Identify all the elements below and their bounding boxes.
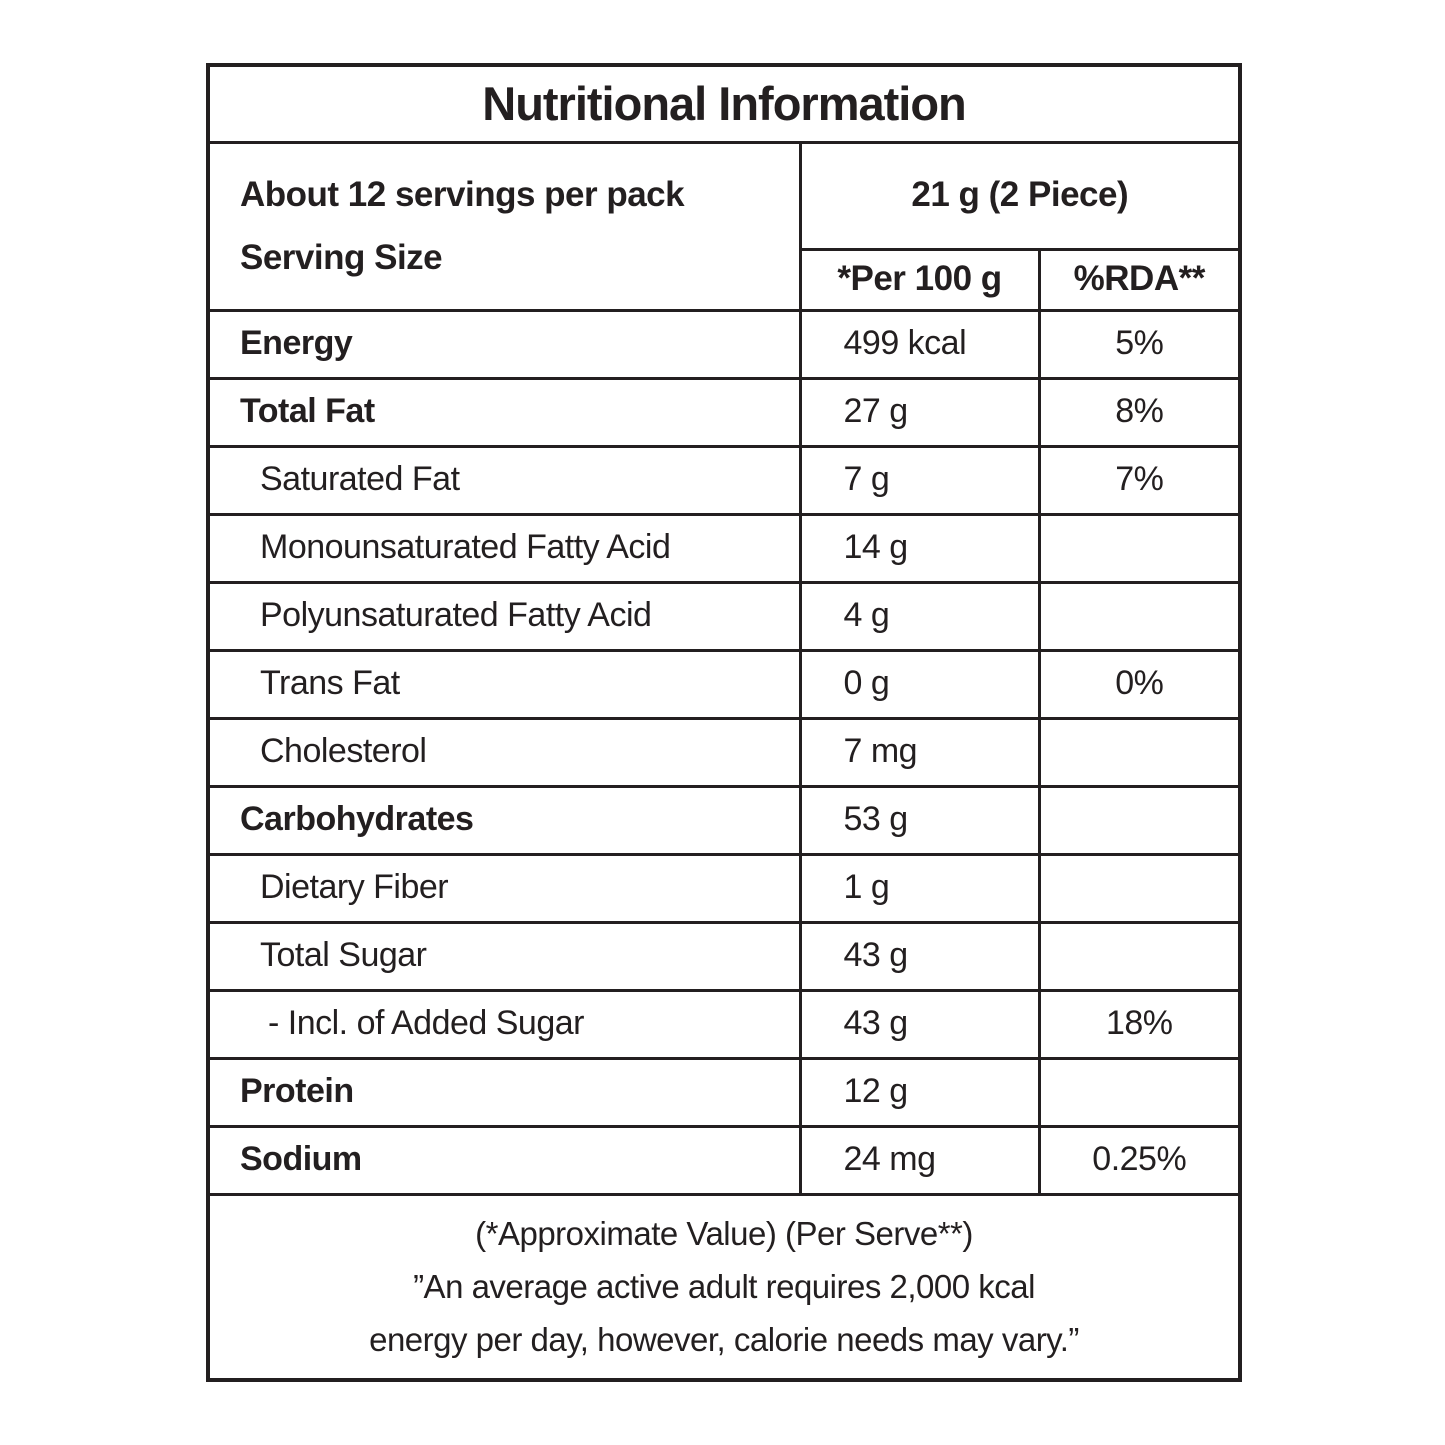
row-value: 499 kcal [798,308,1041,380]
row-label: Protein [206,1056,802,1128]
row-label: - Incl. of Added Sugar [206,988,802,1060]
serving-size-value: 21 g (2 Piece) [798,140,1242,251]
row-rda [1037,512,1242,584]
footnote-cell: (*Approximate Value) (Per Serve**) ”An a… [206,1192,1242,1382]
footnote-adult-kcal: ”An average active adult requires 2,000 … [413,1268,1035,1306]
row-label: Trans Fat [206,648,802,720]
row-rda [1037,1056,1242,1128]
row-rda: 0.25% [1037,1124,1242,1196]
row-rda [1037,784,1242,856]
row-value: 43 g [798,988,1041,1060]
row-label: Polyunsaturated Fatty Acid [206,580,802,652]
table-row-total-fat: Total Fat 27 g 8% [206,376,1242,448]
row-label: Dietary Fiber [206,852,802,924]
row-value: 1 g [798,852,1041,924]
nutrition-table: Nutritional Information About 12 serving… [206,63,1243,1382]
row-label: Sodium [206,1124,802,1196]
row-rda [1037,716,1242,788]
serving-size-label: Serving Size [240,238,443,277]
footer-row: (*Approximate Value) (Per Serve**) ”An a… [206,1192,1242,1382]
table-row-trans-fat: Trans Fat 0 g 0% [206,648,1242,720]
row-rda [1037,920,1242,992]
header-row-serving: About 12 servings per pack Serving Size … [206,140,1242,312]
serving-info-cell: About 12 servings per pack Serving Size [206,140,802,312]
column-header-rda: %RDA** [1037,247,1242,312]
row-rda: 5% [1037,308,1242,380]
table-row-cholesterol: Cholesterol 7 mg [206,716,1242,788]
row-label: Carbohydrates [206,784,802,856]
row-rda: 0% [1037,648,1242,720]
row-value: 43 g [798,920,1041,992]
servings-per-pack: About 12 servings per pack [240,175,685,214]
row-value: 24 mg [798,1124,1041,1196]
table-row-protein: Protein 12 g [206,1056,1242,1128]
row-rda [1037,852,1242,924]
row-label: Total Sugar [206,920,802,992]
row-label: Energy [206,308,802,380]
row-label: Saturated Fat [206,444,802,516]
row-value: 7 g [798,444,1041,516]
row-value: 7 mg [798,716,1041,788]
table-row-monounsaturated: Monounsaturated Fatty Acid 14 g [206,512,1242,584]
table-row-carbohydrates: Carbohydrates 53 g [206,784,1242,856]
row-rda [1037,580,1242,652]
table-title: Nutritional Information [206,63,1242,144]
row-label: Total Fat [206,376,802,448]
column-header-per-100g: *Per 100 g [798,247,1041,312]
footnote-calorie-vary: energy per day, however, calorie needs m… [369,1321,1079,1359]
row-value: 4 g [798,580,1041,652]
table-row-added-sugar: - Incl. of Added Sugar 43 g 18% [206,988,1242,1060]
row-value: 12 g [798,1056,1041,1128]
table-row-total-sugar: Total Sugar 43 g [206,920,1242,992]
row-label: Monounsaturated Fatty Acid [206,512,802,584]
row-rda: 7% [1037,444,1242,516]
row-value: 53 g [798,784,1041,856]
row-value: 14 g [798,512,1041,584]
table-row-saturated-fat: Saturated Fat 7 g 7% [206,444,1242,516]
row-rda: 8% [1037,376,1242,448]
table-row-polyunsaturated: Polyunsaturated Fatty Acid 4 g [206,580,1242,652]
table-row-sodium: Sodium 24 mg 0.25% [206,1124,1242,1196]
table-row-energy: Energy 499 kcal 5% [206,308,1242,380]
row-value: 27 g [798,376,1041,448]
table-row-dietary-fiber: Dietary Fiber 1 g [206,852,1242,924]
header-row-columns: *Per 100 g %RDA** [208,247,1242,312]
row-value: 0 g [798,648,1041,720]
row-rda: 18% [1037,988,1242,1060]
footnote-approximate: (*Approximate Value) (Per Serve**) [475,1214,973,1252]
title-row: Nutritional Information [206,63,1242,144]
row-label: Cholesterol [206,716,802,788]
